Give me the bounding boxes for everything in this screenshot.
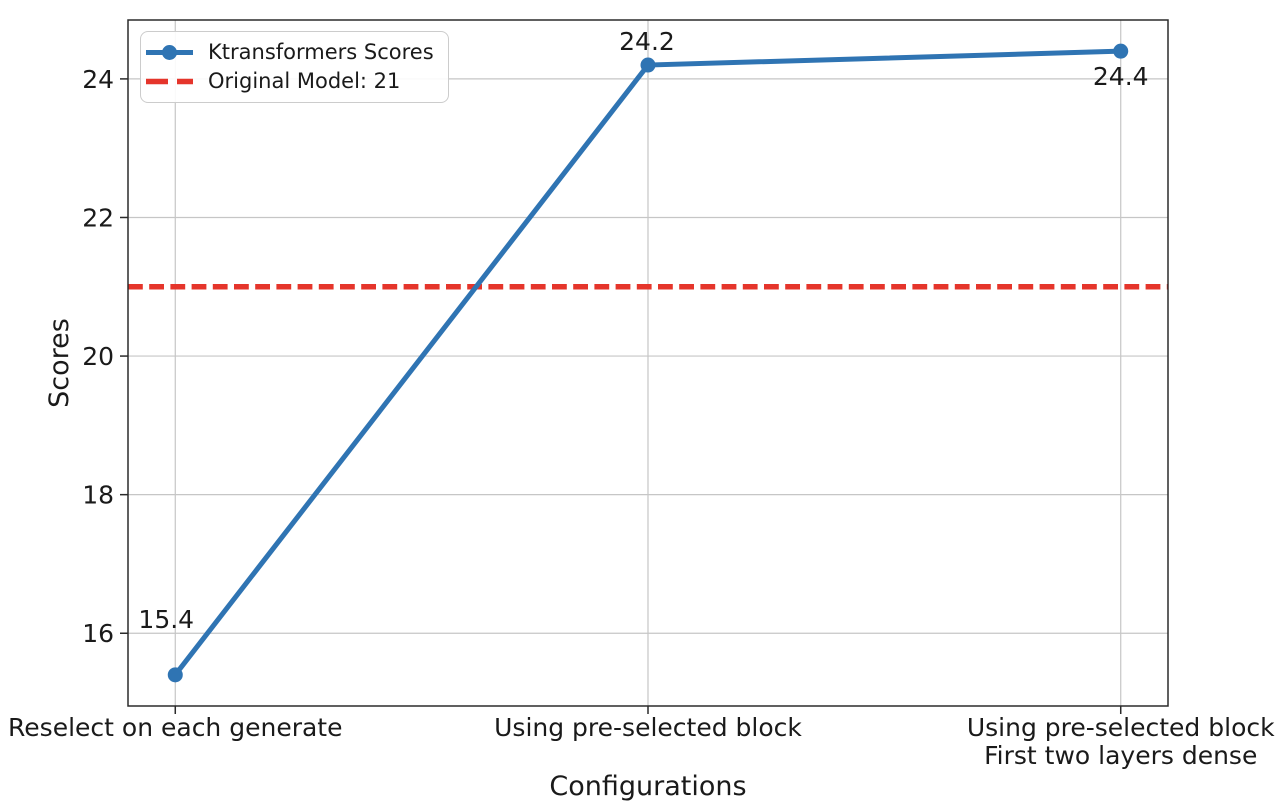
legend-marker-sample [162, 45, 177, 60]
legend-line-marker-icon [146, 45, 193, 60]
x-tick-label: Reselect on each generate [8, 713, 342, 742]
legend-item-original-model: Original Model: 21 [146, 67, 434, 96]
legend-label-series: Ktransformers Scores [208, 40, 434, 64]
y-tick-label: 18 [82, 481, 114, 510]
y-tick-label: 20 [82, 342, 114, 371]
y-tick-label: 22 [82, 203, 114, 232]
point-annotation: 24.2 [619, 27, 675, 56]
x-tick-label: Using pre-selected block First two layers… [967, 713, 1275, 770]
y-tick-label: 24 [82, 65, 114, 94]
point-annotation: 24.4 [1093, 62, 1149, 91]
y-tick-label: 16 [82, 619, 114, 648]
legend-dashed-line-icon [146, 78, 193, 85]
legend: Ktransformers Scores Original Model: 21 [140, 31, 449, 103]
data-point-marker [640, 57, 656, 73]
point-annotation: 15.4 [138, 605, 194, 634]
x-axis-label: Configurations [549, 771, 746, 802]
x-tick-label: Using pre-selected block [494, 713, 802, 742]
data-point-marker [167, 667, 183, 683]
legend-label-reference: Original Model: 21 [208, 69, 401, 93]
y-axis-label: Scores [44, 318, 75, 408]
legend-item-ktransformers-scores: Ktransformers Scores [146, 38, 434, 67]
data-point-marker [1113, 43, 1129, 59]
